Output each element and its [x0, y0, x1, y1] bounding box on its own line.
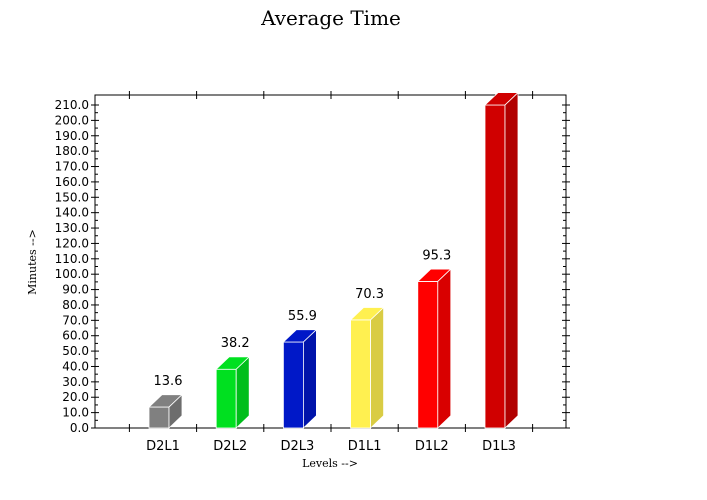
- bar-side: [168, 393, 183, 429]
- y-tick-label: 150.0: [55, 190, 89, 204]
- bar: [484, 104, 506, 429]
- data-labels: D2L1 13.6 D2L2 38.2 D2L3 55.9 D1L1 70.3 D1L2 95.3…: [146, 248, 516, 454]
- bar: [350, 319, 372, 429]
- bars: [147, 91, 520, 429]
- y-tick-label: 170.0: [55, 160, 89, 174]
- y-axis-title: Minutes -->: [26, 229, 39, 295]
- y-tick-label: 30.0: [62, 375, 89, 389]
- bar-side: [235, 355, 250, 429]
- bar: [417, 281, 439, 429]
- x-tick-label: D2L1: [146, 439, 180, 454]
- y-tick-label: 20.0: [62, 390, 89, 404]
- bar: [148, 406, 170, 429]
- y-tick-label: 210.0: [55, 98, 89, 112]
- bar-side: [370, 306, 385, 429]
- y-tick-label: 90.0: [62, 283, 89, 297]
- y-tick-label: 160.0: [55, 175, 89, 189]
- x-axis-title: Levels -->: [302, 457, 358, 470]
- data-label: 95.3: [422, 248, 451, 263]
- chart-title: Average Time: [260, 6, 401, 30]
- data-label: 13.6: [154, 374, 183, 389]
- bar: [282, 341, 304, 429]
- x-tick-label: D1L1: [348, 439, 382, 454]
- y-tick-label: 180.0: [55, 144, 89, 158]
- y-tick-label: 60.0: [62, 329, 89, 343]
- y-tick-label: 140.0: [55, 206, 89, 220]
- x-tick-label: D2L3: [281, 439, 315, 454]
- bar: [215, 368, 237, 429]
- data-label: 38.2: [221, 336, 250, 351]
- x-tick-label: D2L2: [213, 439, 247, 454]
- x-tick-label: D1L2: [415, 439, 449, 454]
- y-tick-label: 80.0: [62, 298, 89, 312]
- y-tick-label: 40.0: [62, 359, 89, 373]
- y-tick-label: 70.0: [62, 313, 89, 327]
- bar-side: [302, 328, 317, 429]
- y-tick-label: 120.0: [55, 236, 89, 250]
- y-tick-label: 190.0: [55, 129, 89, 143]
- y-tick-label: 50.0: [62, 344, 89, 358]
- y-tick-label: 110.0: [55, 252, 89, 266]
- y-tick-label: 10.0: [62, 406, 89, 420]
- y-tick-label: 200.0: [55, 113, 89, 127]
- y-tick-label: 100.0: [55, 267, 89, 281]
- bar-side: [504, 91, 519, 429]
- bar-side: [437, 268, 452, 429]
- x-tick-label: D1L3: [482, 439, 516, 454]
- axes: 0.010.0 20.030.0 40.050.060.0 70.080.090.0 1…: [55, 91, 570, 435]
- y-tick-label: 0.0: [70, 421, 89, 435]
- data-label: 70.3: [355, 287, 384, 302]
- data-label: 55.9: [288, 309, 317, 324]
- y-tick-label: 130.0: [55, 221, 89, 235]
